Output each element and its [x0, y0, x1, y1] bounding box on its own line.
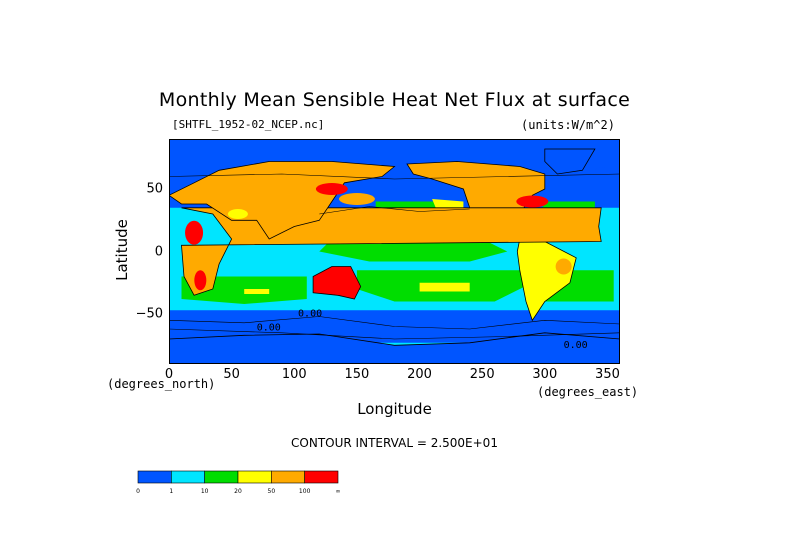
hotspot-arabia	[227, 209, 248, 219]
units-text: (units:W/m^2)	[521, 118, 615, 132]
contour-line-3	[319, 206, 470, 215]
contour-label-1: 0.00	[257, 322, 281, 333]
colorbar-label: 10	[200, 488, 209, 495]
colorbar-swatch	[237, 470, 272, 484]
hotspot-kuroshio	[338, 193, 375, 205]
yellow-zone-indian	[244, 289, 270, 294]
x-tick-label: 250	[469, 367, 495, 382]
hotspot-kalahari	[194, 270, 207, 291]
hotspot-east-asia	[315, 183, 348, 195]
sensible-heat-flux-map: 0.00 0.00 0.00	[169, 139, 620, 364]
colorbar-swatch	[137, 470, 172, 484]
contour-line-1	[169, 328, 620, 340]
hotspot-australia	[320, 270, 357, 295]
y-tick-label: 0	[154, 244, 163, 259]
contour-label-2: 0.00	[564, 340, 588, 351]
contour-line-0	[169, 316, 620, 330]
x-axis-label: Longitude	[357, 400, 432, 418]
x-tick-label: 150	[344, 367, 370, 382]
contour-line-2	[169, 173, 620, 180]
yellow-zone-south-pacific	[419, 282, 470, 292]
colorbar-label: ∞	[335, 488, 341, 495]
x-tick-label: 100	[281, 367, 307, 382]
colorbar-swatch	[271, 470, 305, 484]
contour-label-0: 0.00	[298, 309, 322, 320]
x-unit-label: (degrees_east)	[537, 385, 639, 399]
y-tick-label: −50	[135, 306, 163, 322]
land-antarctica	[169, 332, 620, 364]
contour-interval-label: CONTOUR INTERVAL = 2.500E+01	[291, 436, 498, 450]
map-frame	[169, 139, 620, 364]
colorbar-swatch	[171, 470, 205, 484]
x-tick-label: 50	[223, 367, 240, 382]
colorbar	[137, 470, 339, 484]
x-tick-label: 200	[407, 367, 432, 382]
y-tick-label: 50	[146, 181, 163, 197]
hotspot-gulf-stream	[516, 195, 549, 208]
y-axis-label: Latitude	[113, 219, 131, 281]
colorbar-label: 0	[136, 488, 140, 495]
iceland-low	[595, 167, 608, 174]
colorbar-label: 50	[267, 488, 276, 495]
x-tick-label: 300	[532, 367, 558, 382]
hotspot-sahara	[185, 220, 204, 245]
chart-title: Monthly Mean Sensible Heat Net Flux at s…	[158, 89, 631, 111]
x-tick-label: 0	[164, 367, 174, 382]
units-label: (units:W/m^2)	[521, 118, 615, 132]
colorbar-swatch	[204, 470, 239, 484]
file-label: [SHTFL_1952-02_NCEP.nc]	[172, 118, 325, 131]
x-tick-label: 350	[595, 367, 620, 382]
land-eurasia	[169, 161, 396, 240]
colorbar-label: 20	[234, 488, 242, 495]
y-unit-label: (degrees_north)	[107, 377, 216, 391]
colorbar-label: 1	[169, 488, 174, 495]
land-greenland	[544, 148, 596, 175]
green-zone-0	[319, 239, 508, 262]
hotspot-brazil	[555, 258, 572, 275]
colorbar-swatch	[304, 470, 339, 484]
colorbar-label: 100	[298, 488, 311, 495]
